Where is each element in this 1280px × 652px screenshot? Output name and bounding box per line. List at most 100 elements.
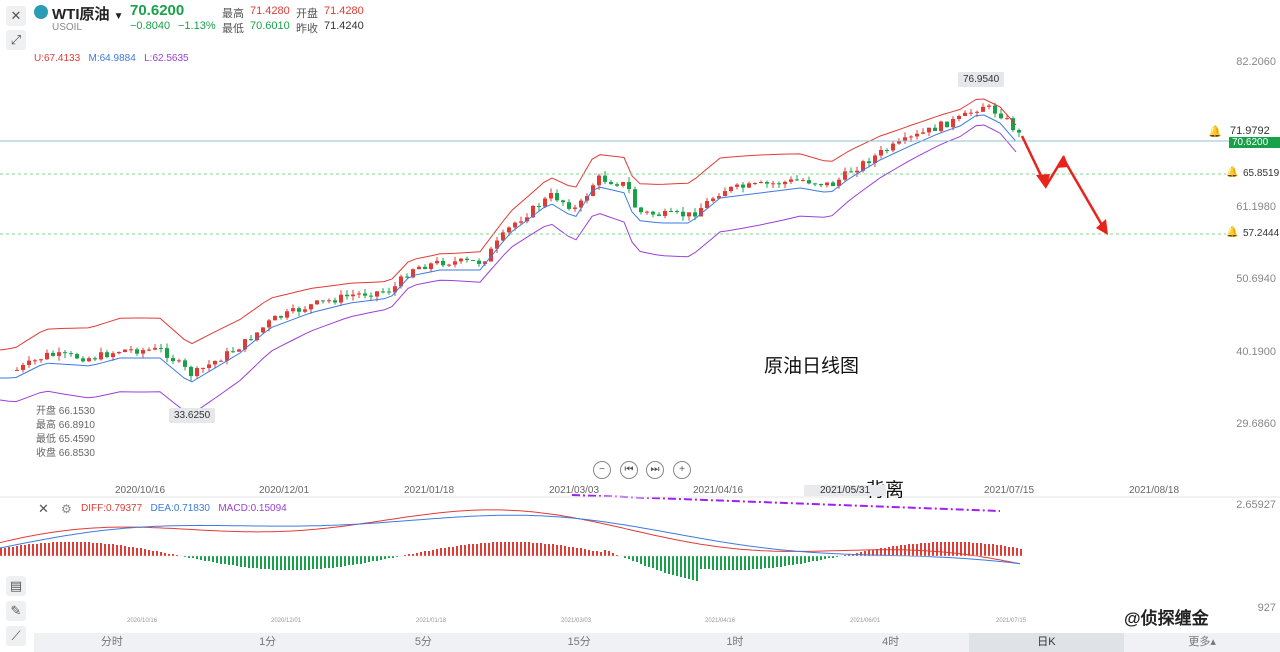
low-tag: 33.6250 (169, 408, 216, 423)
candle (801, 180, 805, 182)
candle (489, 248, 493, 262)
macd-bar (284, 556, 286, 570)
macd-bar (852, 554, 854, 556)
macd-bar (592, 551, 594, 556)
macd-bar (884, 548, 886, 556)
tab-4hour[interactable]: 4时 (882, 636, 900, 648)
expand-button[interactable]: ⤢ (6, 30, 26, 50)
scroll-right-button[interactable]: ⏭ (646, 461, 664, 479)
date-label: 2021/03/03 (549, 485, 600, 496)
candle (375, 291, 379, 297)
tab-1hour[interactable]: 1时 (726, 636, 744, 648)
candle (813, 183, 817, 185)
macd-bar (756, 556, 758, 569)
zoom-out-button[interactable]: − (593, 461, 611, 479)
candle (1017, 130, 1021, 133)
macd-bar (252, 556, 254, 568)
macd-date: 2021/06/01 (850, 618, 881, 624)
macd-bar (804, 556, 806, 563)
candle (555, 193, 559, 201)
tab-minute-line[interactable]: 分时 (100, 636, 123, 648)
macd-bar (144, 549, 146, 556)
macd-bar (724, 556, 726, 570)
axis-label: 61.1980 (1236, 201, 1276, 213)
macd-bar (128, 547, 130, 556)
macd-bar (80, 542, 82, 556)
axis-label: 40.1900 (1236, 346, 1276, 358)
candle (147, 349, 151, 351)
drawing-tool-button[interactable]: ✎ (6, 601, 26, 621)
tab-more[interactable]: 更多▴ (1188, 636, 1216, 648)
zoom-in-button[interactable]: + (673, 461, 691, 479)
trend-tool-button[interactable]: ⟋ (6, 626, 26, 646)
macd-bar (132, 547, 134, 556)
candle (621, 182, 625, 186)
candle (759, 182, 763, 184)
macd-bar (224, 556, 226, 564)
macd-bar (360, 556, 362, 564)
axis-label: 82.2060 (1236, 56, 1276, 68)
macd-bar (352, 556, 354, 565)
macd-bar (984, 544, 986, 556)
macd-bar (280, 556, 282, 570)
macd-legend: DIFF:0.79377 DEA:0.71830 MACD:0.15094 (81, 503, 287, 514)
tab-15min[interactable]: 15分 (567, 636, 591, 648)
macd-bar (52, 542, 54, 556)
macd-bar (412, 554, 414, 556)
candle (117, 352, 121, 354)
macd-bar (276, 556, 278, 570)
macd-bar (964, 542, 966, 556)
candle (885, 149, 889, 151)
candle (741, 184, 745, 188)
macd-bar (952, 542, 954, 556)
candle (327, 300, 331, 302)
candle (333, 300, 337, 303)
tab-5min[interactable]: 5分 (414, 636, 432, 648)
tab-daily[interactable]: 日K (968, 633, 1125, 652)
macd-bar (1008, 547, 1010, 556)
macd-bar (160, 552, 162, 556)
macd-bar (588, 550, 590, 556)
macd-bar (716, 556, 718, 570)
bell-icon[interactable]: 🔔 (1226, 167, 1239, 178)
candle (63, 352, 67, 354)
chevron-down-icon: ▼ (113, 11, 124, 22)
macd-bar (632, 556, 634, 561)
scroll-left-button[interactable]: ⏮ (620, 461, 638, 479)
macd-bar (264, 556, 266, 569)
candle (201, 367, 205, 369)
close-chart-button[interactable]: ✕ (6, 6, 26, 26)
macd-bar (612, 553, 614, 556)
macd-bar (44, 543, 46, 556)
macd-bar (584, 549, 586, 556)
candle (45, 352, 49, 360)
indicator-settings-button[interactable]: ▤ (6, 576, 26, 596)
date-label: 2021/08/18 (1129, 485, 1180, 496)
macd-bar (572, 547, 574, 556)
macd-bar (300, 556, 302, 570)
candle (771, 183, 775, 185)
macd-bar (604, 550, 606, 556)
macd-bar (152, 551, 154, 556)
tab-1min[interactable]: 1分 (259, 636, 277, 648)
macd-bar (976, 543, 978, 556)
macd-bar (816, 556, 818, 561)
macd-bar (72, 542, 74, 556)
bell-icon[interactable]: 🔔 (1208, 126, 1222, 138)
macd-close-icon[interactable]: ✕ (38, 501, 49, 516)
candle (699, 208, 703, 217)
candle (873, 155, 877, 164)
candle (597, 175, 601, 186)
macd-settings-icon[interactable]: ⚙ (61, 502, 72, 516)
macd-bar (888, 547, 890, 556)
macd-bar (748, 556, 750, 570)
prev-close-label: 昨收 (296, 23, 318, 35)
bell-icon[interactable]: 🔔 (1226, 227, 1239, 238)
candle (411, 269, 415, 278)
symbol-selector[interactable]: WTI原油 ▼ (52, 3, 124, 24)
candle (57, 352, 61, 356)
candle (933, 127, 937, 131)
candle (939, 121, 943, 131)
alert-price-2: 65.8519 (1243, 168, 1280, 179)
